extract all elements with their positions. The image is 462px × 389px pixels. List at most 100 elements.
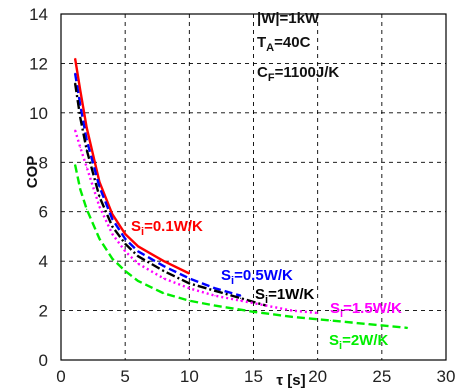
data-point <box>86 208 88 210</box>
data-point <box>188 272 190 275</box>
data-point <box>214 287 216 289</box>
subscript-text: i <box>339 340 342 352</box>
label-text: T <box>257 34 266 51</box>
data-point <box>98 206 101 208</box>
data-point <box>98 238 101 240</box>
data-point <box>111 233 113 235</box>
subscript-text: i <box>141 226 144 238</box>
grid-lines <box>61 14 446 360</box>
plot-area-frame <box>60 13 447 361</box>
series-labels: Si=0.1W/KSi=0.5W/KSi=1W/KSi=1.5W/KSi=2W/… <box>131 218 402 352</box>
x-tick-label: 15 <box>244 367 263 386</box>
data-point <box>124 243 126 245</box>
parameter-annotations: |W|=1kW TA=40C CF=1100J/K <box>257 10 339 84</box>
data-point <box>111 213 113 215</box>
data-point <box>265 305 267 307</box>
subscript-text: A <box>266 42 274 54</box>
x-tick-label: 10 <box>180 367 199 386</box>
data-point <box>137 245 139 247</box>
data-point <box>188 287 190 289</box>
series-label: Si=0.5W/K <box>221 267 293 287</box>
data-point <box>137 280 139 282</box>
series-label: Si=0.1W/K <box>131 218 203 238</box>
data-point <box>86 139 88 141</box>
series-line <box>73 83 267 307</box>
data-point <box>124 233 126 235</box>
y-tick-label: 0 <box>39 351 48 370</box>
data-point <box>98 186 101 188</box>
y-tick-label: 10 <box>29 104 48 123</box>
label-text: S <box>330 300 340 317</box>
data-point <box>137 250 139 252</box>
data-point <box>79 104 81 107</box>
parameter-annotation: |W|=1kW <box>257 10 320 27</box>
label-text: S <box>255 286 265 303</box>
x-tick-label: 20 <box>308 367 327 386</box>
data-point <box>240 295 242 297</box>
y-axis-label: COP <box>24 156 41 189</box>
x-tick-label: 30 <box>437 367 456 386</box>
data-point <box>163 292 165 294</box>
label-text: =1W/K <box>268 286 314 303</box>
data-point <box>163 277 165 280</box>
parameter-annotation: CF=1100J/K <box>257 64 339 84</box>
label-text: S <box>131 218 141 235</box>
data-point <box>329 319 332 322</box>
y-tick-label: 4 <box>39 252 48 271</box>
series-lines <box>73 57 409 330</box>
parameter-annotation: TA=40C <box>257 34 311 54</box>
data-point <box>188 300 190 302</box>
data-point <box>79 146 81 149</box>
y-tick-label: 14 <box>29 5 48 24</box>
y-tick-label: 12 <box>29 54 48 73</box>
data-point <box>74 82 76 84</box>
label-text: S <box>329 332 339 349</box>
data-point <box>291 316 293 318</box>
data-point <box>240 297 242 299</box>
data-point <box>111 218 113 220</box>
data-point <box>86 166 88 168</box>
data-point <box>317 312 319 314</box>
data-point <box>124 270 126 272</box>
data-point <box>79 188 81 191</box>
subscript-text: F <box>268 72 275 84</box>
series-line <box>73 129 318 315</box>
x-tick-label: 5 <box>120 367 129 386</box>
data-point <box>111 258 113 260</box>
y-tick-label: 6 <box>39 203 48 222</box>
data-point <box>252 311 255 313</box>
data-point <box>137 255 139 257</box>
data-point <box>79 90 81 92</box>
data-point <box>214 295 216 297</box>
x-axis-label: τ [s] <box>276 372 305 389</box>
data-point <box>86 149 88 151</box>
data-point <box>163 265 165 267</box>
data-point <box>406 327 409 329</box>
subscript-text: i <box>265 294 268 306</box>
data-point <box>98 196 101 198</box>
data-point <box>74 72 76 74</box>
data-point <box>74 164 76 166</box>
data-point <box>291 309 293 312</box>
data-point <box>79 117 81 119</box>
series-label: Si=1W/K <box>255 286 315 306</box>
data-point <box>188 282 190 284</box>
data-point <box>74 129 76 131</box>
data-point <box>214 290 216 292</box>
label-text: S <box>221 267 231 284</box>
data-point <box>163 260 165 262</box>
x-tick-label: 25 <box>372 367 391 386</box>
x-tick-label: 0 <box>56 367 65 386</box>
data-point <box>188 277 190 280</box>
subscript-text: i <box>340 308 343 320</box>
label-text: =40C <box>274 34 310 51</box>
label-text: =0.1W/K <box>144 218 203 235</box>
data-point <box>163 270 165 272</box>
data-point <box>124 250 126 252</box>
data-point <box>111 225 113 228</box>
label-text: |W|=1kW <box>257 10 320 27</box>
label-text: =0.5W/K <box>234 267 293 284</box>
series-label: Si=1.5W/K <box>330 300 402 320</box>
